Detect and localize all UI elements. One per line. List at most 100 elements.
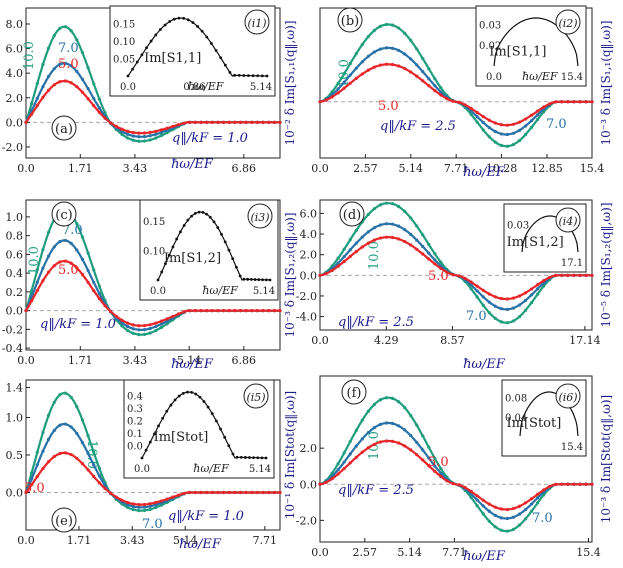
data-point (457, 274, 461, 278)
data-point (58, 393, 62, 397)
inset-label: (i1) (247, 17, 266, 30)
data-point (120, 127, 124, 131)
data-point (390, 235, 395, 240)
series-line-5-0 (319, 439, 592, 511)
data-point (58, 451, 62, 456)
data-point (505, 144, 509, 148)
inset-label: (i3) (250, 211, 269, 224)
data-point (396, 204, 401, 209)
data-point (92, 280, 96, 284)
data-point (75, 456, 79, 460)
data-point (427, 257, 431, 261)
data-point (469, 112, 473, 116)
data-point (69, 241, 73, 245)
data-point (475, 504, 479, 508)
data-point (69, 452, 73, 457)
data-point (255, 309, 260, 313)
data-point (35, 268, 39, 272)
data-point (35, 288, 39, 293)
data-point (523, 117, 528, 121)
data-point (126, 505, 130, 510)
data-point (354, 455, 358, 459)
data-point (69, 81, 73, 85)
data-point (542, 105, 546, 109)
data-point (159, 130, 164, 134)
data-point (536, 492, 540, 496)
data-point (481, 512, 485, 516)
x-axis-label: ħω/EF (179, 537, 222, 552)
data-point (578, 482, 582, 486)
data-point (469, 287, 473, 291)
data-point (366, 446, 370, 450)
data-point (131, 331, 135, 335)
data-point (505, 307, 509, 311)
x-axis-label: ħω/EF (171, 157, 214, 172)
data-point (52, 400, 56, 404)
inset-x-tick-label: 0.0 (134, 464, 150, 475)
data-point (548, 484, 552, 489)
data-point (109, 121, 113, 125)
data-point (97, 106, 101, 110)
series-label: 5.0 (428, 455, 449, 470)
data-point (409, 232, 413, 236)
data-point (131, 504, 135, 509)
data-point (439, 474, 443, 479)
x-tick-label: 2.57 (353, 162, 378, 175)
inset-c: Im[S1,2] (i3) 0.10 0.15 0.0 5.14 ħω/EF (139, 199, 279, 301)
data-point (52, 428, 56, 433)
data-point (142, 135, 147, 139)
data-point (86, 66, 90, 70)
data-point (396, 424, 401, 428)
data-point (517, 128, 522, 132)
data-point (227, 309, 231, 313)
data-point (348, 238, 352, 242)
data-point (439, 90, 443, 94)
x-tick-label: 1.71 (68, 354, 93, 367)
data-point (372, 442, 376, 446)
data-point (336, 468, 340, 472)
data-point (415, 238, 419, 242)
data-point (261, 490, 265, 495)
data-point (409, 433, 413, 438)
data-point (154, 321, 158, 325)
data-point (120, 324, 124, 328)
data-point (193, 490, 197, 495)
inset-title: Im[S1,1] (489, 45, 546, 60)
data-point (165, 317, 169, 321)
inset-label-circle (555, 383, 581, 409)
data-point (97, 97, 101, 101)
data-point (366, 241, 370, 245)
data-point (427, 84, 431, 88)
data-point (86, 434, 90, 438)
y-axis-label: 10⁻¹ δ Im[Stot(q‖,ω)] (283, 391, 297, 519)
data-point (336, 472, 340, 476)
data-point (511, 506, 516, 511)
data-point (372, 402, 376, 406)
data-point (342, 72, 346, 76)
data-point (415, 74, 419, 78)
data-point (131, 130, 135, 135)
data-point (529, 125, 534, 129)
data-point (41, 248, 45, 252)
data-point (493, 140, 497, 144)
data-point (390, 62, 395, 67)
data-point (475, 494, 479, 498)
data-point (463, 103, 467, 107)
data-point (75, 221, 79, 226)
data-point (511, 319, 516, 323)
data-point (481, 288, 485, 292)
data-point (529, 287, 534, 291)
data-point (505, 321, 509, 325)
data-point (415, 453, 419, 457)
data-point (30, 471, 34, 475)
data-point (366, 409, 370, 413)
data-point (318, 273, 322, 277)
data-point (318, 482, 322, 486)
data-point (92, 82, 96, 86)
data-point (481, 128, 485, 132)
data-point (227, 120, 231, 124)
data-point (182, 491, 186, 496)
y-tick-label: 0.8 (6, 230, 24, 243)
data-point (354, 66, 358, 70)
data-point (109, 491, 113, 495)
